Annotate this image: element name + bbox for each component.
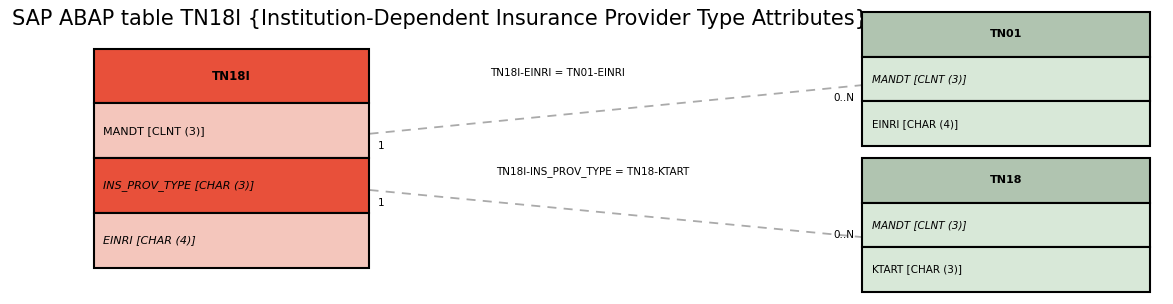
Text: TN18: TN18 bbox=[990, 175, 1022, 185]
Bar bbox=[862, 12, 1150, 57]
Bar bbox=[94, 103, 369, 158]
Text: 1: 1 bbox=[378, 141, 385, 151]
Text: INS_PROV_TYPE [CHAR (3)]: INS_PROV_TYPE [CHAR (3)] bbox=[103, 180, 255, 191]
Text: MANDT [CLNT (3)]: MANDT [CLNT (3)] bbox=[872, 220, 967, 230]
Text: 0..N: 0..N bbox=[833, 230, 854, 240]
Text: TN18I-INS_PROV_TYPE = TN18-KTART: TN18I-INS_PROV_TYPE = TN18-KTART bbox=[496, 166, 689, 177]
Bar bbox=[94, 213, 369, 268]
Text: 0..N: 0..N bbox=[833, 93, 854, 103]
Text: TN01: TN01 bbox=[990, 29, 1022, 40]
Text: KTART [CHAR (3)]: KTART [CHAR (3)] bbox=[872, 264, 962, 275]
Bar bbox=[862, 57, 1150, 101]
Bar bbox=[94, 49, 369, 103]
Text: 1: 1 bbox=[378, 198, 385, 208]
Text: MANDT [CLNT (3)]: MANDT [CLNT (3)] bbox=[103, 126, 205, 136]
Bar bbox=[94, 158, 369, 213]
Bar bbox=[862, 247, 1150, 292]
Text: TN18I: TN18I bbox=[212, 70, 251, 82]
Text: SAP ABAP table TN18I {Institution-Dependent Insurance Provider Type Attributes}: SAP ABAP table TN18I {Institution-Depend… bbox=[12, 9, 868, 29]
Bar bbox=[862, 101, 1150, 146]
Text: EINRI [CHAR (4)]: EINRI [CHAR (4)] bbox=[872, 119, 957, 129]
Bar bbox=[862, 203, 1150, 247]
Text: MANDT [CLNT (3)]: MANDT [CLNT (3)] bbox=[872, 74, 967, 84]
Text: TN18I-EINRI = TN01-EINRI: TN18I-EINRI = TN01-EINRI bbox=[490, 68, 624, 78]
Text: EINRI [CHAR (4)]: EINRI [CHAR (4)] bbox=[103, 235, 196, 245]
Bar bbox=[862, 158, 1150, 203]
